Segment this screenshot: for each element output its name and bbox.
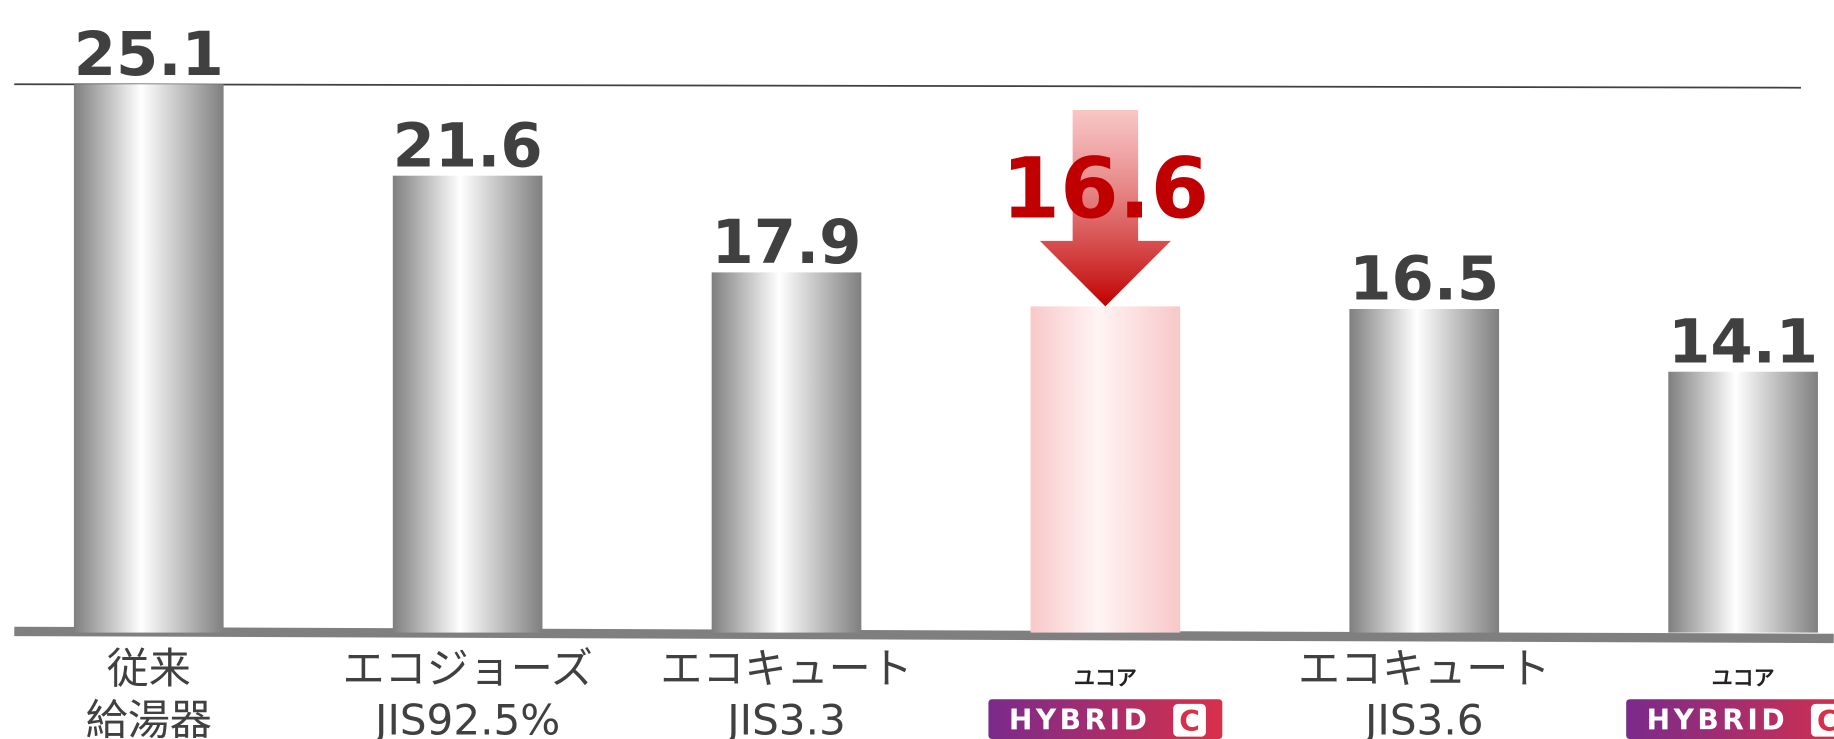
x-tick-label: エコジョーズ xyxy=(342,644,592,693)
logo-kana: ユコア xyxy=(1712,665,1775,690)
value-label: 17.9 xyxy=(711,208,861,278)
bar xyxy=(711,272,862,633)
bar xyxy=(1668,371,1818,633)
value-label: 14.1 xyxy=(1668,307,1818,377)
value-label: 21.6 xyxy=(393,111,543,181)
bar xyxy=(392,175,543,633)
x-tick-label: 給湯器 xyxy=(86,695,212,739)
logo-c-box xyxy=(1810,703,1834,737)
x-tick-label: JIS3.3 xyxy=(724,695,845,739)
logo-text: HYBRID xyxy=(1647,704,1789,737)
x-tick-label: JIS92.5% xyxy=(372,695,560,739)
logo-c-box xyxy=(1173,703,1206,737)
logo-text: HYBRID xyxy=(1009,704,1151,737)
value-label: 16.6 xyxy=(1002,140,1210,238)
logo-kana: ユコア xyxy=(1074,665,1137,690)
bar xyxy=(1349,308,1500,633)
logo-box xyxy=(988,699,1223,739)
logo-box xyxy=(1626,699,1834,739)
reference-line xyxy=(14,83,1801,89)
x-tick-label: エコキュート xyxy=(1298,644,1550,693)
x-tick-label: JIS3.6 xyxy=(1362,695,1483,739)
logo-c: C xyxy=(1179,705,1200,738)
bar xyxy=(73,84,224,633)
bar xyxy=(1030,306,1181,633)
baseline xyxy=(14,626,1834,644)
x-tick-label: エコキュート xyxy=(660,644,912,693)
value-label: 25.1 xyxy=(74,20,224,90)
logo-c: C xyxy=(1817,705,1834,738)
x-tick-label: 従来 xyxy=(107,644,191,693)
value-label: 16.5 xyxy=(1349,245,1499,315)
